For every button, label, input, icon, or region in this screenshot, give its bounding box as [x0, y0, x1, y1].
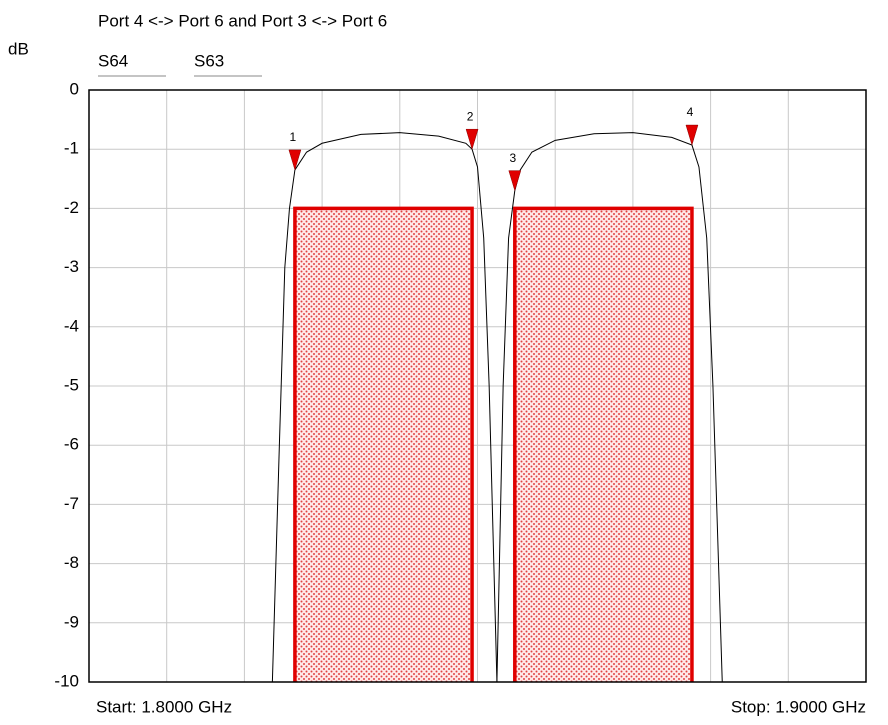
marker-label: 4	[687, 105, 694, 119]
marker	[465, 128, 479, 151]
plot-frame	[88, 89, 867, 683]
marker-label: 3	[509, 151, 516, 165]
y-tick-label: -8	[64, 553, 79, 572]
mask	[293, 206, 474, 682]
legend-label: S64	[98, 51, 128, 70]
y-tick-label: -1	[64, 139, 79, 158]
series-line	[271, 132, 498, 682]
mask-fill	[294, 208, 473, 682]
y-tick-label: -4	[64, 316, 79, 335]
legend-label: S63	[194, 51, 224, 70]
marker-label: 2	[467, 109, 474, 123]
mask	[513, 206, 694, 682]
y-tick-label: -9	[64, 612, 79, 631]
chart-title: Port 4 <-> Port 6 and Port 3 <-> Port 6	[98, 11, 387, 30]
marker	[685, 124, 699, 146]
stop-label: Stop: 1.9000 GHz	[731, 697, 866, 716]
y-tick-label: -7	[64, 494, 79, 513]
marker	[508, 170, 522, 192]
y-axis-label: dB	[8, 39, 29, 58]
y-tick-label: -5	[64, 375, 79, 394]
y-tick-label: -6	[64, 435, 79, 454]
marker	[288, 149, 302, 171]
series-line	[496, 132, 723, 682]
mask-fill	[514, 208, 692, 682]
start-label: Start: 1.8000 GHz	[96, 697, 232, 716]
y-tick-label: 0	[70, 79, 79, 98]
marker-label: 1	[290, 130, 297, 144]
y-tick-label: -3	[64, 257, 79, 276]
y-tick-label: -2	[64, 198, 79, 217]
y-tick-label: -10	[54, 671, 79, 690]
